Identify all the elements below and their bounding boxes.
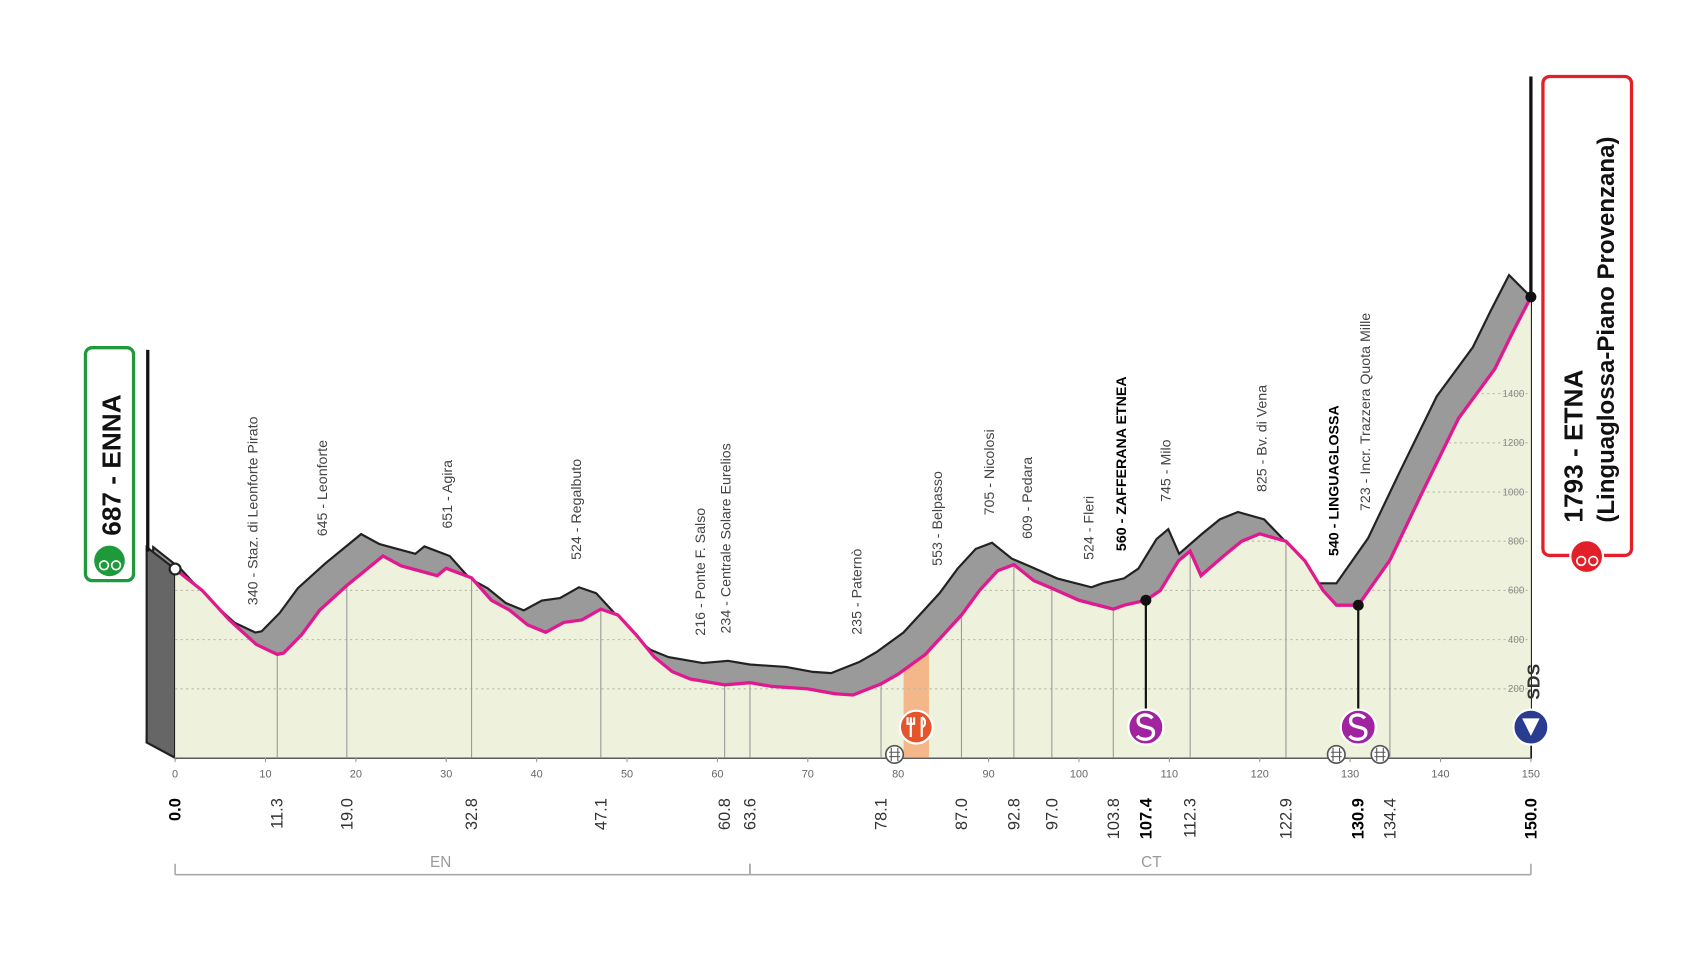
x-tick-label: 20 — [350, 768, 362, 780]
km-label: 103.8 — [1105, 798, 1123, 839]
sprint-point — [1352, 599, 1364, 611]
waypoint-label: 560 - ZAFFERANA ETNEA — [1114, 376, 1130, 551]
waypoint-label: 705 - Nicolosi — [982, 429, 998, 515]
finish-icon-glyph — [1522, 718, 1540, 736]
km-label: 78.1 — [872, 798, 890, 830]
waypoint-label: 609 - Pedara — [1020, 457, 1036, 539]
waypoint-label: 524 - Regalbuto — [569, 459, 585, 560]
rail-icon-glyph — [889, 747, 901, 762]
province-label: EN — [430, 854, 451, 871]
feed-icon-glyph — [906, 716, 927, 737]
y-tick-label: 600 — [1508, 586, 1525, 597]
waypoint-label: 235 - Paternò — [849, 549, 865, 635]
x-tick-label: 0 — [172, 768, 178, 780]
km-label: 47.1 — [592, 798, 610, 830]
x-tick-label: 70 — [802, 768, 814, 780]
finish-sublabel: (Linguaglossa-Piano Provenzana) — [1593, 136, 1620, 522]
finish-point — [1525, 291, 1537, 303]
x-tick-label: 30 — [440, 768, 452, 780]
rail-icon — [1326, 744, 1346, 765]
x-tick-label: 80 — [892, 768, 904, 780]
y-tick-label: 800 — [1508, 537, 1525, 548]
waypoint-label: 340 - Staz. di Leonforte Pirato — [246, 416, 262, 605]
feed-icon — [898, 709, 934, 745]
finish-mark-icon — [1569, 539, 1605, 575]
start-wall — [145, 544, 177, 760]
feed-zone — [903, 296, 929, 758]
start-point — [168, 562, 182, 576]
rail-icon — [884, 744, 905, 765]
x-tick-label: 10 — [259, 768, 271, 780]
finish-label: 1793 - ETNA — [1558, 369, 1588, 522]
x-tick-label: 130 — [1341, 768, 1359, 780]
waypoint-label: 540 - LINGUAGLOSSA — [1327, 405, 1343, 556]
x-tick-label: 100 — [1070, 768, 1088, 780]
finish-code: SDS — [1524, 664, 1544, 700]
x-tick-label: 120 — [1251, 768, 1269, 780]
province-label: CT — [1141, 854, 1161, 871]
x-tick-label: 40 — [531, 768, 543, 780]
km-label: 60.8 — [716, 798, 734, 830]
x-tick-label: 60 — [711, 768, 723, 780]
km-label: 134.4 — [1381, 798, 1399, 839]
start-icon-wheel — [98, 560, 110, 571]
x-tick-label: 140 — [1431, 768, 1449, 780]
km-label: 19.0 — [338, 798, 356, 830]
y-tick-label: 1400 — [1502, 389, 1524, 400]
waypoint-label: 234 - Centrale Solare Eurelios — [718, 443, 734, 633]
waypoint-label: 745 - Milo — [1158, 439, 1174, 501]
start-icon-wheel — [110, 560, 122, 571]
km-label: 0.0 — [167, 798, 185, 821]
y-tick-label: 1200 — [1502, 438, 1524, 449]
waypoint-label: 216 - Ponte F. Salso — [693, 508, 709, 636]
km-label: 92.8 — [1005, 798, 1023, 830]
rail-icon-glyph — [1330, 747, 1342, 762]
km-label: 150.0 — [1522, 798, 1540, 839]
km-label: 32.8 — [463, 798, 481, 830]
waypoint-label: 645 - Leonforte — [315, 440, 331, 536]
sprint-icon-glyph — [1348, 713, 1368, 741]
km-label: 87.0 — [953, 798, 971, 830]
y-tick-label: 1000 — [1502, 487, 1524, 498]
waypoint-label: 524 - Fleri — [1082, 496, 1098, 560]
km-label: 112.3 — [1182, 798, 1200, 838]
km-label: 130.9 — [1350, 798, 1368, 839]
waypoint-label: 651 - Agira — [440, 460, 456, 529]
waypoint-label: 553 - Belpasso — [930, 471, 946, 566]
x-tick-label: 110 — [1161, 768, 1178, 780]
km-label: 122.9 — [1277, 798, 1295, 839]
x-tick-label: 150 — [1522, 768, 1540, 780]
waypoint-label: 723 - Incr. Trazzera Quota Mille — [1358, 313, 1374, 511]
profile-area — [175, 296, 1531, 758]
start-label: 687 - ENNA — [96, 394, 126, 535]
finish-mark-wheel — [1588, 555, 1599, 567]
y-tick-label: 200 — [1508, 684, 1525, 695]
profile-line — [174, 296, 1533, 697]
x-tick-label: 50 — [621, 768, 633, 780]
waypoint-label: 825 - Bv. di Vena — [1254, 385, 1270, 492]
km-label: 97.0 — [1043, 798, 1061, 830]
km-label: 11.3 — [269, 798, 287, 829]
rail-icon-glyph — [1374, 747, 1386, 762]
sprint-point — [1140, 594, 1152, 606]
km-label: 63.6 — [741, 798, 759, 830]
start-icon — [94, 545, 125, 577]
rail-icon — [1370, 744, 1390, 765]
finish-mark-wheel — [1576, 555, 1587, 567]
sprint-icon-glyph — [1135, 713, 1156, 741]
y-tick-label: 400 — [1508, 635, 1525, 646]
start-box — [83, 346, 136, 583]
km-label: 107.4 — [1137, 797, 1155, 839]
x-tick-label: 90 — [983, 768, 995, 780]
